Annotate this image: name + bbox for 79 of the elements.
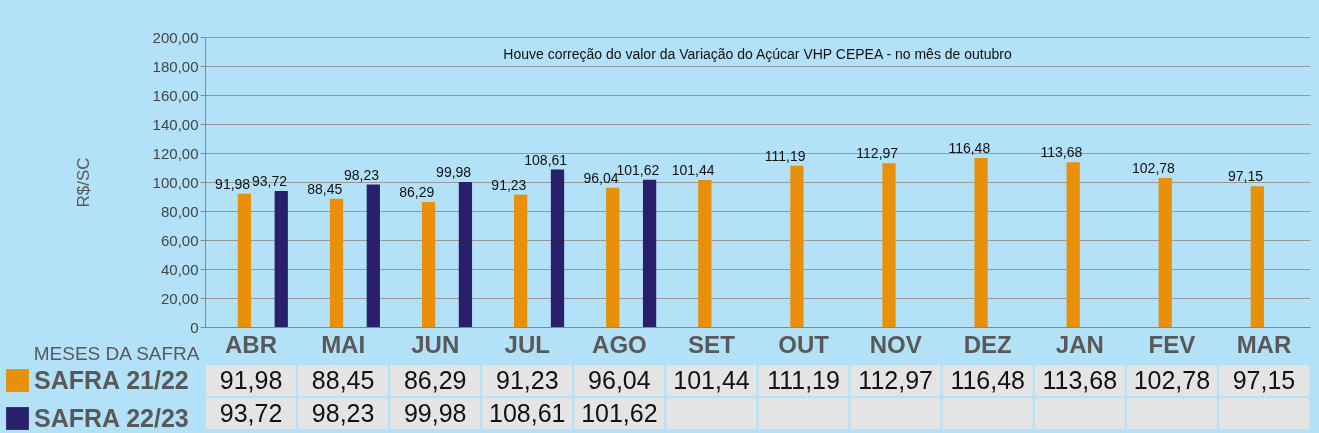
data-label: 112,97	[858, 365, 933, 394]
text: 93,72	[251, 173, 287, 190]
y-tick-label: 100,00	[152, 173, 199, 191]
bar	[237, 193, 252, 327]
data-label: 88,45	[311, 365, 375, 394]
y-tick-label: 40,00	[160, 260, 199, 278]
x-tick-label: OUT	[778, 330, 830, 358]
bar	[1158, 177, 1172, 327]
bar	[514, 194, 528, 327]
text: 91,98	[215, 175, 251, 192]
bar	[606, 187, 620, 327]
data-label: 101,44	[673, 365, 750, 394]
y-tick-label: 180,00	[152, 57, 199, 75]
text: 99,98	[436, 164, 472, 181]
x-tick-label: JAN	[1055, 330, 1104, 358]
data-label: 91,98	[219, 365, 283, 394]
text: 111,19	[764, 147, 806, 164]
data-label: 116,48	[950, 365, 1026, 394]
data-label: 86,29	[403, 365, 467, 394]
x-tick-label: ABR	[225, 330, 278, 358]
text: 113,68	[1040, 144, 1083, 161]
x-tick-label: AGO	[592, 330, 647, 358]
text: 96,04	[583, 169, 619, 186]
y-tick-label: 60,00	[160, 231, 199, 249]
text: 101,62	[616, 161, 660, 178]
y-axis-title: R$/SC	[73, 157, 93, 208]
data-label: 113,68	[1042, 365, 1118, 394]
bar	[698, 179, 712, 327]
data-label: 91,23	[496, 365, 559, 394]
y-tick-label: 120,00	[152, 144, 199, 162]
y-tick-label: 200,00	[152, 28, 199, 46]
bar	[974, 158, 988, 327]
y-tick-label: 0	[190, 318, 199, 336]
x-axis-title: MESES DA SAFRA	[33, 342, 200, 364]
bar	[642, 179, 657, 327]
y-tick-label: 20,00	[160, 289, 199, 307]
data-label: 93,72	[219, 398, 283, 427]
text: 98,23	[344, 166, 380, 183]
legend-label: SAFRA 21/22	[34, 365, 189, 394]
x-tick-label: FEV	[1148, 330, 1196, 358]
x-tick-label: NOV	[869, 330, 922, 358]
bar	[329, 198, 344, 327]
bar	[1066, 162, 1080, 327]
text: 91,23	[491, 176, 527, 193]
text: 101,44	[671, 161, 715, 178]
y-tick-label: 160,00	[152, 86, 199, 104]
bar	[366, 184, 380, 327]
x-tick-label: JUL	[504, 330, 550, 358]
y-tick-label: 80,00	[160, 202, 199, 220]
data-label: 102,78	[1133, 365, 1211, 394]
bar	[458, 182, 473, 327]
text: 112,97	[856, 145, 899, 162]
y-tick-label: 140,00	[152, 115, 199, 133]
data-label: 97,15	[1232, 365, 1296, 394]
data-label: 96,04	[588, 365, 651, 394]
x-tick-label: MAR	[1236, 330, 1292, 358]
text: 116,48	[948, 140, 991, 157]
data-label: 108,61	[489, 398, 566, 427]
data-label: 99,98	[403, 398, 467, 427]
text: 97,15	[1228, 168, 1264, 185]
bar	[274, 191, 288, 327]
x-tick-label: MAI	[321, 330, 366, 358]
text: 88,45	[307, 180, 343, 197]
bar	[790, 165, 804, 327]
x-tick-label: DEZ	[963, 330, 1012, 358]
data-label: 98,23	[311, 398, 375, 427]
bar	[882, 163, 896, 327]
text: 102,78	[1132, 159, 1175, 176]
text: 86,29	[399, 183, 435, 200]
annotation: Houve correção do valor da Variação do Açúcar VHP CEPEA - no mês de outubro	[503, 46, 1012, 62]
bar	[1250, 186, 1264, 327]
x-tick-label: JUN	[411, 330, 460, 358]
bar	[550, 169, 565, 327]
x-tick-label: SET	[688, 330, 736, 358]
bar	[421, 201, 436, 327]
text: 108,61	[524, 151, 568, 168]
legend-label: SAFRA 22/23	[34, 403, 189, 432]
data-label: 111,19	[767, 365, 840, 394]
data-label: 101,62	[581, 398, 658, 427]
